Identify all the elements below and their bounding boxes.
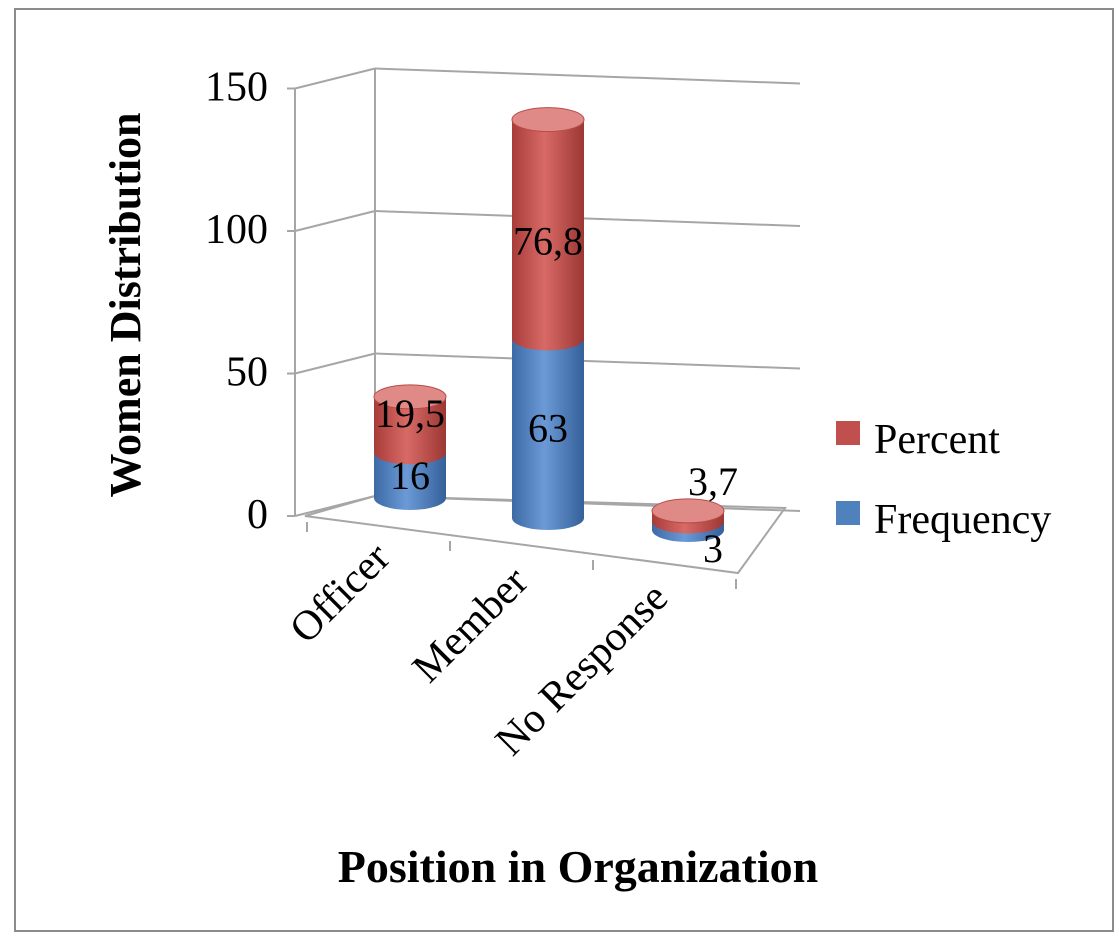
gridline-100: [374, 210, 801, 227]
x-axis-title: Position in Organization: [338, 841, 818, 892]
y-tick-label-150: 150: [205, 65, 268, 111]
data-label-percent-2: 3,7: [688, 459, 738, 504]
bar-segment-percent-1: [511, 107, 585, 351]
gridline-side-100: [294, 210, 376, 232]
gridline-150: [374, 67, 801, 85]
x-tick-label-0: Officer: [281, 535, 399, 653]
bar-segment-percent-0: [373, 384, 447, 465]
bar-body-frequency-1: [512, 338, 584, 530]
y-axis-title: Women Distribution: [101, 112, 150, 497]
bar-body-percent-1: [512, 119, 584, 351]
legend-swatch-frequency: [836, 501, 860, 525]
gridline-50: [374, 352, 801, 370]
data-label-percent-0: 19,5: [375, 391, 445, 436]
y-tick-label-0: 0: [247, 492, 268, 538]
legend-swatch-percent: [836, 421, 860, 445]
legend-item-percent: Percent: [836, 417, 1000, 463]
bar-top-1: [511, 107, 585, 133]
legend-item-frequency: Frequency: [836, 497, 1051, 543]
x-tick-label-1: Member: [404, 559, 537, 692]
bar-top-0: [373, 384, 447, 410]
legend-label-frequency: Frequency: [874, 497, 1051, 543]
gridline-side-150: [294, 67, 376, 90]
floor-plane: [304, 494, 787, 575]
data-label-frequency-2: 3: [703, 526, 723, 571]
bar-segment-frequency-1: [512, 338, 584, 530]
y-tick-label-100: 100: [205, 207, 268, 253]
legend: Percent Frequency: [836, 417, 1051, 543]
legend-label-percent: Percent: [874, 417, 1000, 463]
grid-layer: 0 50 100 150: [205, 65, 801, 589]
bar-top-2: [651, 498, 725, 524]
bar-segment-frequency-0: [374, 452, 446, 510]
gridline-side-50: [294, 352, 376, 375]
y-tick-label-50: 50: [226, 350, 268, 396]
bar-segment-percent-2: [651, 498, 725, 534]
bar-body-frequency-0: [374, 452, 446, 510]
data-label-frequency-1: 63: [528, 405, 568, 450]
data-label-frequency-0: 16: [390, 453, 430, 498]
data-label-percent-1: 76,8: [513, 219, 583, 264]
bar-body-percent-0: [374, 396, 446, 465]
bars-layer: [373, 107, 725, 542]
